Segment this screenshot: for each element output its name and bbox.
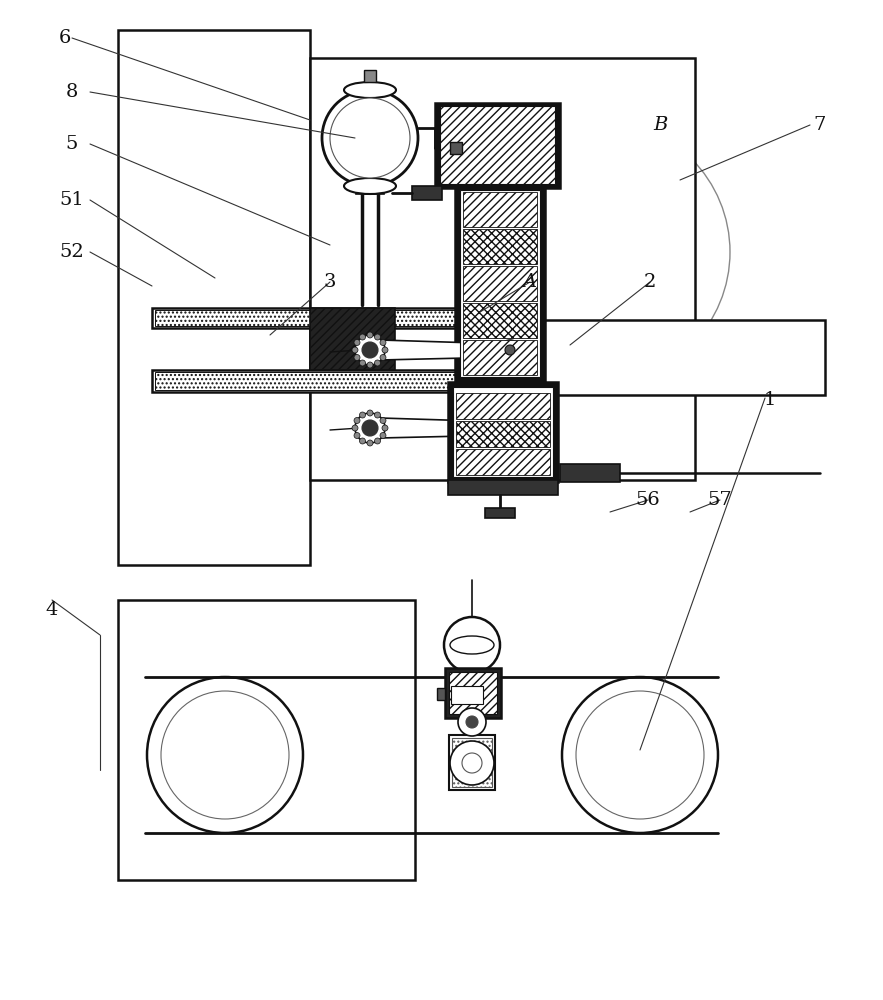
- Bar: [310, 58, 695, 480]
- Circle shape: [450, 741, 494, 785]
- Text: 3: 3: [324, 273, 336, 291]
- Text: 8: 8: [66, 83, 79, 101]
- Circle shape: [367, 362, 373, 368]
- Bar: [495, 320, 825, 395]
- Ellipse shape: [499, 343, 521, 357]
- Circle shape: [354, 355, 360, 360]
- Circle shape: [505, 423, 515, 433]
- Bar: [449, 735, 495, 790]
- Circle shape: [374, 412, 381, 418]
- Bar: [463, 266, 537, 301]
- Circle shape: [382, 347, 388, 353]
- Bar: [437, 688, 445, 700]
- Circle shape: [352, 425, 358, 431]
- Bar: [412, 186, 442, 200]
- Circle shape: [367, 332, 373, 338]
- Text: 51: 51: [60, 191, 85, 209]
- Text: 2: 2: [644, 273, 656, 291]
- Circle shape: [330, 98, 410, 178]
- Circle shape: [500, 418, 520, 438]
- Circle shape: [380, 340, 386, 346]
- Text: A: A: [523, 273, 537, 291]
- Bar: [152, 370, 504, 392]
- Bar: [364, 70, 376, 82]
- Circle shape: [380, 355, 386, 360]
- Circle shape: [374, 438, 381, 444]
- Bar: [435, 103, 560, 188]
- Bar: [118, 30, 310, 565]
- Circle shape: [382, 425, 388, 431]
- Circle shape: [374, 334, 381, 340]
- Circle shape: [500, 340, 520, 360]
- Circle shape: [374, 360, 381, 366]
- Bar: [463, 192, 537, 227]
- Ellipse shape: [344, 82, 396, 98]
- Ellipse shape: [344, 178, 396, 194]
- Polygon shape: [360, 340, 520, 360]
- Bar: [485, 508, 515, 518]
- Bar: [452, 738, 492, 787]
- Circle shape: [367, 410, 373, 416]
- Bar: [448, 382, 558, 482]
- Bar: [560, 464, 620, 482]
- Bar: [463, 340, 537, 375]
- Circle shape: [458, 708, 486, 736]
- Bar: [310, 308, 395, 370]
- Circle shape: [359, 438, 366, 444]
- Text: 1: 1: [764, 391, 776, 409]
- Bar: [456, 421, 550, 447]
- Text: 7: 7: [814, 116, 826, 134]
- Polygon shape: [360, 418, 520, 438]
- Text: 52: 52: [60, 243, 85, 261]
- Bar: [155, 310, 501, 326]
- Text: 6: 6: [59, 29, 72, 47]
- Circle shape: [362, 420, 378, 436]
- Circle shape: [354, 418, 360, 424]
- Circle shape: [359, 334, 366, 340]
- Circle shape: [355, 335, 385, 365]
- Circle shape: [359, 412, 366, 418]
- Circle shape: [562, 677, 718, 833]
- Circle shape: [466, 716, 478, 728]
- Bar: [451, 686, 483, 704]
- Circle shape: [322, 90, 418, 186]
- Text: B: B: [653, 116, 668, 134]
- Circle shape: [380, 418, 386, 424]
- Circle shape: [354, 340, 360, 346]
- Circle shape: [354, 432, 360, 438]
- Bar: [155, 372, 501, 390]
- Bar: [453, 387, 553, 477]
- Ellipse shape: [450, 636, 494, 654]
- Bar: [152, 308, 504, 328]
- Bar: [456, 449, 550, 475]
- Bar: [450, 142, 462, 154]
- Bar: [449, 672, 497, 714]
- Circle shape: [147, 677, 303, 833]
- Text: 57: 57: [707, 491, 732, 509]
- Circle shape: [505, 345, 515, 355]
- Bar: [455, 185, 545, 382]
- Bar: [460, 190, 540, 377]
- Bar: [118, 600, 415, 880]
- Text: 56: 56: [636, 491, 660, 509]
- Text: 4: 4: [46, 601, 58, 619]
- Circle shape: [352, 347, 358, 353]
- Text: 5: 5: [66, 135, 79, 153]
- Circle shape: [362, 342, 378, 358]
- Circle shape: [380, 432, 386, 438]
- Bar: [463, 229, 537, 264]
- Bar: [440, 106, 555, 184]
- Ellipse shape: [499, 421, 521, 435]
- Circle shape: [444, 617, 500, 673]
- Bar: [456, 393, 550, 419]
- Circle shape: [367, 440, 373, 446]
- Bar: [356, 184, 384, 194]
- Circle shape: [355, 413, 385, 443]
- Bar: [463, 303, 537, 338]
- Circle shape: [359, 360, 366, 366]
- Bar: [445, 668, 501, 718]
- Bar: [448, 480, 558, 495]
